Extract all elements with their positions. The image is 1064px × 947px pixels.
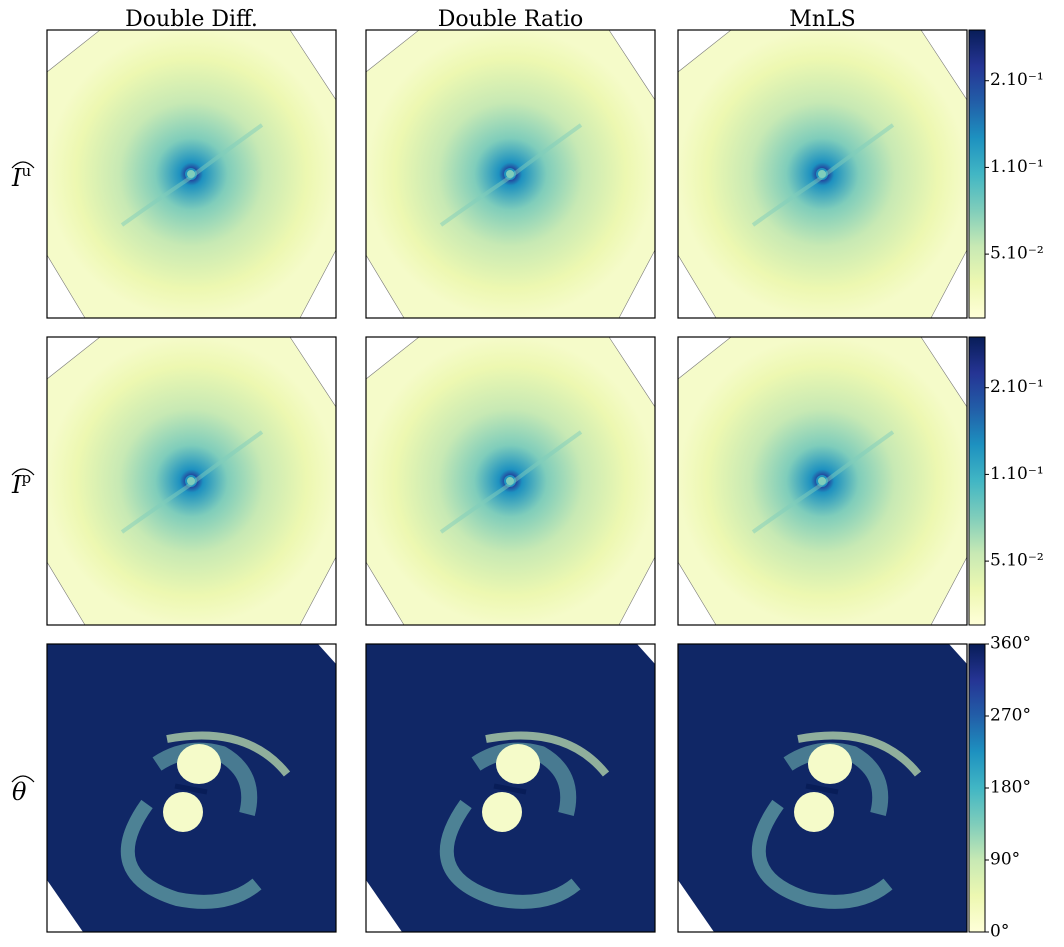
core-blob [482, 792, 522, 832]
row-symbol: I [11, 471, 22, 499]
image-panel [47, 337, 336, 625]
colorbar-tick-label: 90° [990, 850, 1020, 870]
row-symbol: I [11, 164, 22, 192]
column-title: Double Ratio [438, 7, 584, 32]
core-blob [177, 744, 221, 784]
colorbar-tick-label: 360° [990, 634, 1031, 654]
colorbar [969, 644, 985, 932]
image-panel [366, 644, 655, 932]
colorbar [969, 30, 985, 318]
colorbar-tick-label: 1.10⁻¹ [990, 464, 1044, 484]
figure: Double Diff.Double RatioMnLSIu2.10⁻¹1.10… [0, 0, 1064, 943]
core-blob [163, 792, 203, 832]
colorbar-tick-label: 270° [990, 706, 1031, 726]
image-panel [366, 337, 655, 625]
image-panel [678, 30, 967, 318]
colorbar-tick-label: 2.10⁻¹ [990, 377, 1044, 397]
image-panel [47, 30, 336, 318]
colorbar-tick-label: 1.10⁻¹ [990, 157, 1044, 177]
colorbar-tick-label: 0° [990, 922, 1009, 942]
colorbar-tick-label: 5.10⁻² [990, 244, 1044, 264]
core-blob [794, 792, 834, 832]
colorbar [969, 337, 985, 625]
image-panel [678, 644, 967, 932]
row-symbol: θ [12, 778, 27, 806]
colorbar-tick-label: 180° [990, 778, 1031, 798]
row-label: θ [12, 778, 27, 806]
image-panel [366, 30, 655, 318]
image-panel [47, 644, 336, 932]
colorbar-tick-label: 5.10⁻² [990, 551, 1044, 571]
core-blob [496, 744, 540, 784]
column-title: MnLS [789, 7, 855, 32]
column-title: Double Diff. [125, 7, 258, 32]
colorbar-tick-label: 2.10⁻¹ [990, 70, 1044, 90]
image-panel [678, 337, 967, 625]
core-blob [808, 744, 852, 784]
